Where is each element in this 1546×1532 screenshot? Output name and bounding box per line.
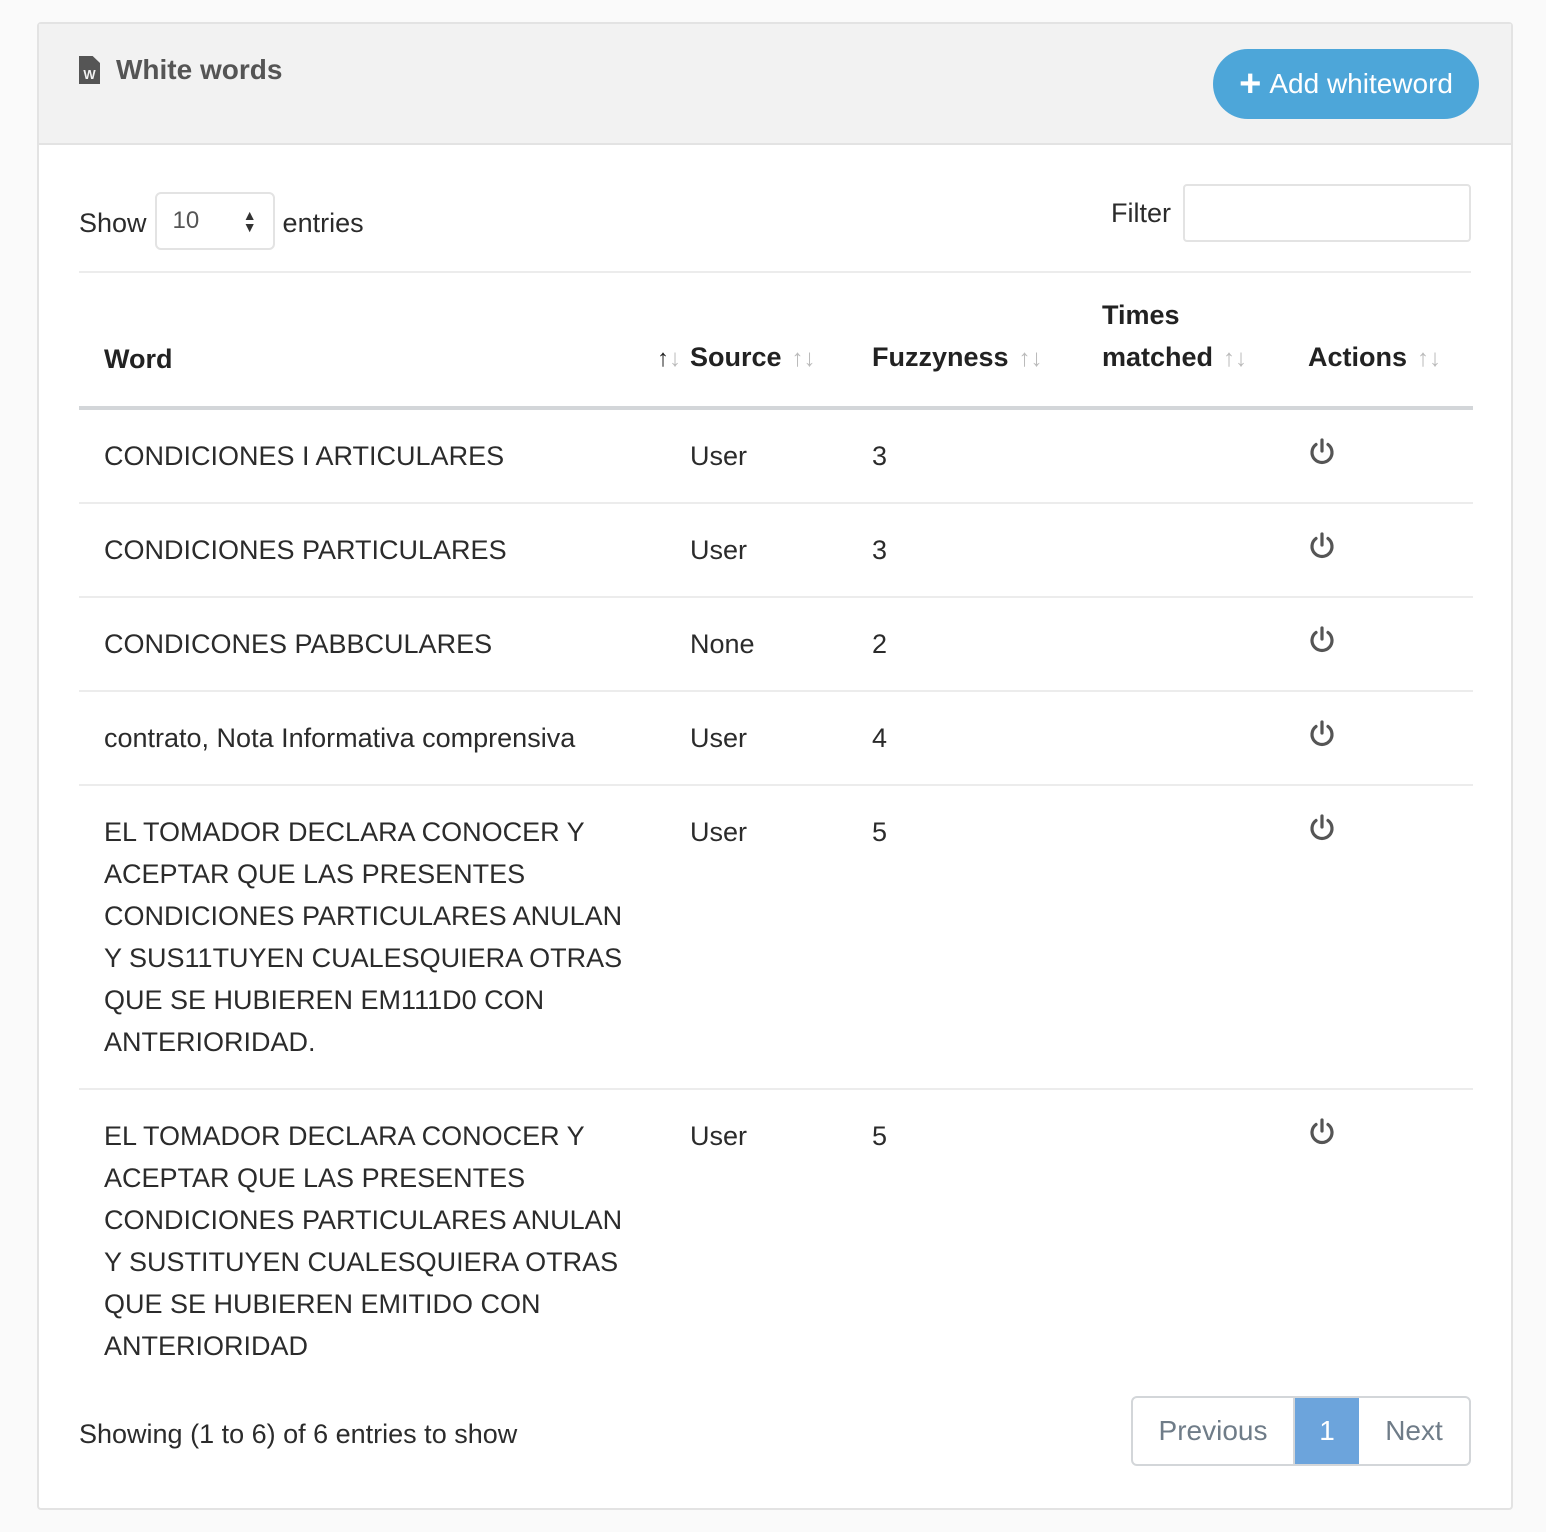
table-row: EL TOMADOR DECLARA CONOCER Y ACEPTAR QUE…: [79, 785, 1473, 1090]
power-toggle-icon[interactable]: [1308, 720, 1336, 754]
table-row: CONDICIONES I ARTICULARES User 3: [79, 408, 1473, 504]
power-toggle-icon[interactable]: [1308, 626, 1336, 660]
column-times-matched[interactable]: Times matched ↑↓: [1077, 273, 1283, 410]
cell-word: EL TOMADOR DECLARA CONOCER Y ACEPTAR QUE…: [104, 1121, 623, 1361]
pagination: Previous 1 Next: [1131, 1396, 1471, 1466]
cell-times: [1077, 1089, 1283, 1392]
cell-fuzzyness: 5: [872, 1121, 888, 1151]
add-label: Add whiteword: [1269, 68, 1453, 99]
power-toggle-icon[interactable]: [1308, 1118, 1336, 1152]
power-toggle-icon[interactable]: [1308, 438, 1336, 472]
cell-actions: [1283, 408, 1473, 504]
filter-label: Filter: [1111, 197, 1171, 228]
filter-input[interactable]: [1183, 184, 1471, 242]
cell-times: [1077, 408, 1283, 504]
cell-fuzzyness: 3: [847, 408, 1077, 504]
cell-word: CONDICIONES PARTICULARES: [79, 503, 665, 598]
divider: [79, 271, 1471, 273]
cell-word: CONDICONES PABBCULARES: [79, 597, 665, 692]
whitewords-table: Word ↑↓ Source ↑↓ Fuzzyness ↑↓ Times matched…: [79, 273, 1473, 1392]
next-button[interactable]: Next: [1385, 1415, 1443, 1446]
sort-icon: ↑↓: [1223, 345, 1248, 372]
column-source[interactable]: Source ↑↓: [665, 273, 847, 410]
cell-source: None: [665, 597, 847, 692]
page-title: W White words: [79, 54, 282, 86]
card-header: W White words + Add whiteword: [39, 24, 1511, 145]
word-document-icon: W: [79, 56, 100, 84]
entries-label: entries: [282, 207, 364, 238]
cell-fuzzyness: 2: [847, 597, 1077, 692]
column-word[interactable]: Word ↑↓: [79, 273, 681, 410]
table-row: CONDICIONES PARTICULARES User 3: [79, 503, 1473, 598]
sort-asc-icon: ↑↓: [657, 345, 681, 372]
table-row: contrato, Nota Informativa comprensiva Us…: [79, 691, 1473, 786]
page-size-select[interactable]: 10 ▲ ▼: [154, 192, 275, 250]
column-actions[interactable]: Actions ↑↓: [1283, 273, 1473, 410]
cell-actions: [1283, 691, 1473, 786]
cell-word: CONDICIONES I ARTICULARES: [79, 408, 665, 504]
power-toggle-icon[interactable]: [1308, 814, 1336, 848]
cell-source: User: [665, 408, 847, 504]
cell-times: [1077, 785, 1283, 1090]
table-row: CONDICONES PABBCULARES None 2: [79, 597, 1473, 692]
sort-icon: ↑↓: [1018, 345, 1043, 372]
cell-actions: [1283, 503, 1473, 598]
cell-source: User: [665, 503, 847, 598]
page-1-button[interactable]: 1: [1295, 1398, 1359, 1464]
sort-icon: ↑↓: [1417, 345, 1442, 372]
sort-icon: ↑↓: [791, 345, 816, 372]
cell-actions: [1283, 785, 1473, 1090]
cell-source: User: [690, 1121, 748, 1151]
cell-source: User: [665, 691, 847, 786]
cell-source: User: [665, 785, 847, 1090]
title-text: White words: [116, 54, 283, 85]
cell-fuzzyness: 4: [847, 691, 1077, 786]
cell-times: [1077, 503, 1283, 598]
cell-times: [1077, 597, 1283, 692]
previous-button[interactable]: Previous: [1133, 1398, 1295, 1464]
cell-actions: [1283, 1089, 1473, 1392]
show-label: Show: [79, 207, 147, 238]
cell-actions: [1283, 597, 1473, 692]
column-fuzzyness[interactable]: Fuzzyness ↑↓: [847, 273, 1077, 410]
updown-icon: ▲ ▼: [242, 207, 257, 235]
table-info: Showing (1 to 6) of 6 entries to show: [79, 1419, 518, 1449]
power-toggle-icon[interactable]: [1308, 532, 1336, 566]
cell-fuzzyness: 3: [847, 503, 1077, 598]
page-size-value: 10: [172, 207, 200, 234]
table-row: EL TOMADOR DECLARA CONOCER Y ACEPTAR QUE…: [79, 1089, 1473, 1392]
add-whiteword-button[interactable]: + Add whiteword: [1213, 49, 1479, 119]
white-words-card: W White words + Add whiteword Show 10 ▲ ▼ e…: [37, 22, 1513, 1510]
cell-word: EL TOMADOR DECLARA CONOCER Y ACEPTAR QUE…: [79, 785, 665, 1090]
cell-word: contrato, Nota Informativa comprensiva: [79, 691, 665, 786]
cell-fuzzyness: 5: [847, 785, 1077, 1090]
plus-icon: +: [1239, 63, 1262, 105]
cell-times: [1077, 691, 1283, 786]
